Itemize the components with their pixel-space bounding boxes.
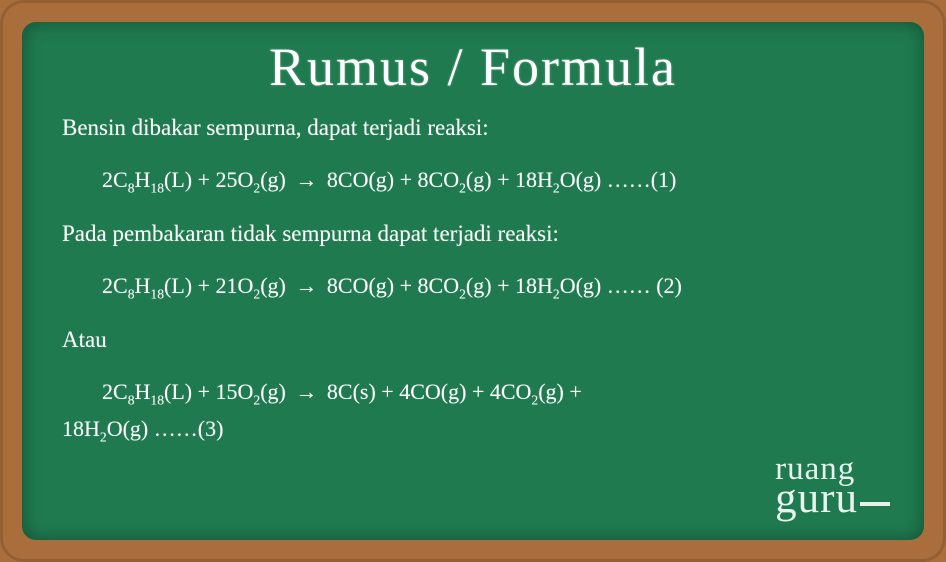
coef: 18: [62, 416, 84, 441]
op: +: [192, 167, 215, 192]
op: +: [492, 167, 515, 192]
sub: 8: [128, 180, 135, 195]
formula-3-cont: 18H2O(g) ……(3): [62, 412, 884, 445]
coef: 18: [515, 273, 537, 298]
coef: 2: [102, 167, 113, 192]
op: +: [564, 379, 582, 404]
state: (L): [164, 273, 192, 298]
formula-2: 2C8H18(L) + 21O2(g) → 8CO(g) + 8CO2(g) +…: [62, 269, 884, 302]
state: (L): [164, 379, 192, 404]
sub: 18: [150, 393, 164, 408]
op: +: [394, 273, 417, 298]
title: Rumus / Formula: [62, 40, 884, 94]
el: CO: [429, 167, 460, 192]
coef: 8: [418, 167, 429, 192]
coef: 8: [327, 167, 338, 192]
intro-line-2: Pada pembakaran tidak sempurna dapat ter…: [62, 218, 884, 249]
coef: 8: [418, 273, 429, 298]
el: O: [238, 273, 254, 298]
chalkboard: Rumus / Formula Bensin dibakar sempurna,…: [22, 22, 924, 540]
coef: 4: [399, 379, 410, 404]
el: H: [84, 416, 100, 441]
logo-line2: guru: [775, 482, 890, 516]
sub: 8: [128, 286, 135, 301]
coef: 21: [216, 273, 238, 298]
op: +: [192, 273, 215, 298]
sub: 18: [150, 286, 164, 301]
el: H: [135, 273, 151, 298]
op: +: [492, 273, 515, 298]
intro-line-1: Bensin dibakar sempurna, dapat terjadi r…: [62, 112, 884, 143]
state: (g): [466, 273, 492, 298]
state: (L): [164, 167, 192, 192]
state: (s): [353, 379, 376, 404]
el: O: [238, 379, 254, 404]
el: CO: [410, 379, 441, 404]
state: (g): [538, 379, 564, 404]
state: (g): [260, 167, 286, 192]
op: +: [394, 167, 417, 192]
el: CO: [429, 273, 460, 298]
state: (g): [368, 273, 394, 298]
arrow-icon: →: [286, 379, 327, 404]
eq-num: ……(3): [148, 416, 223, 441]
op: +: [376, 379, 399, 404]
el: O: [560, 273, 576, 298]
state: (g): [466, 167, 492, 192]
el: CO: [338, 167, 369, 192]
arrow-icon: →: [286, 167, 327, 192]
sub: 2: [553, 286, 560, 301]
coef: 15: [216, 379, 238, 404]
state: (g): [441, 379, 467, 404]
el: C: [113, 379, 128, 404]
op: +: [192, 379, 215, 404]
el: O: [560, 167, 576, 192]
el: H: [135, 379, 151, 404]
el: CO: [338, 273, 369, 298]
el: H: [537, 167, 553, 192]
sub: 18: [150, 180, 164, 195]
el: O: [107, 416, 123, 441]
coef: 18: [515, 167, 537, 192]
coef: 25: [216, 167, 238, 192]
state: (g): [576, 167, 602, 192]
el: C: [338, 379, 353, 404]
state: (g): [123, 416, 149, 441]
el: CO: [501, 379, 532, 404]
coef: 8: [327, 273, 338, 298]
el: C: [113, 167, 128, 192]
state: (g): [368, 167, 394, 192]
logo-text: guru: [775, 475, 858, 522]
logo-underline-icon: [860, 502, 890, 506]
arrow-icon: →: [286, 273, 327, 298]
el: H: [537, 273, 553, 298]
state: (g): [576, 273, 602, 298]
sub: 2: [459, 286, 466, 301]
state: (g): [260, 273, 286, 298]
sub: 2: [100, 430, 107, 445]
state: (g): [260, 379, 286, 404]
coef: 8: [327, 379, 338, 404]
coef: 2: [102, 273, 113, 298]
sub: 2: [459, 180, 466, 195]
eq-num: …… (2): [601, 273, 682, 298]
el: C: [113, 273, 128, 298]
ruangguru-logo: ruang guru: [775, 457, 890, 516]
el: H: [135, 167, 151, 192]
el: O: [238, 167, 254, 192]
formula-1: 2C8H18(L) + 25O2(g) → 8CO(g) + 8CO2(g) +…: [62, 163, 884, 196]
atau-line: Atau: [62, 324, 884, 355]
sub: 2: [553, 180, 560, 195]
op: +: [466, 379, 489, 404]
coef: 4: [490, 379, 501, 404]
eq-num: ……(1): [601, 167, 676, 192]
coef: 2: [102, 379, 113, 404]
formula-3: 2C8H18(L) + 15O2(g) → 8C(s) + 4CO(g) + 4…: [62, 375, 884, 408]
sub: 8: [128, 393, 135, 408]
